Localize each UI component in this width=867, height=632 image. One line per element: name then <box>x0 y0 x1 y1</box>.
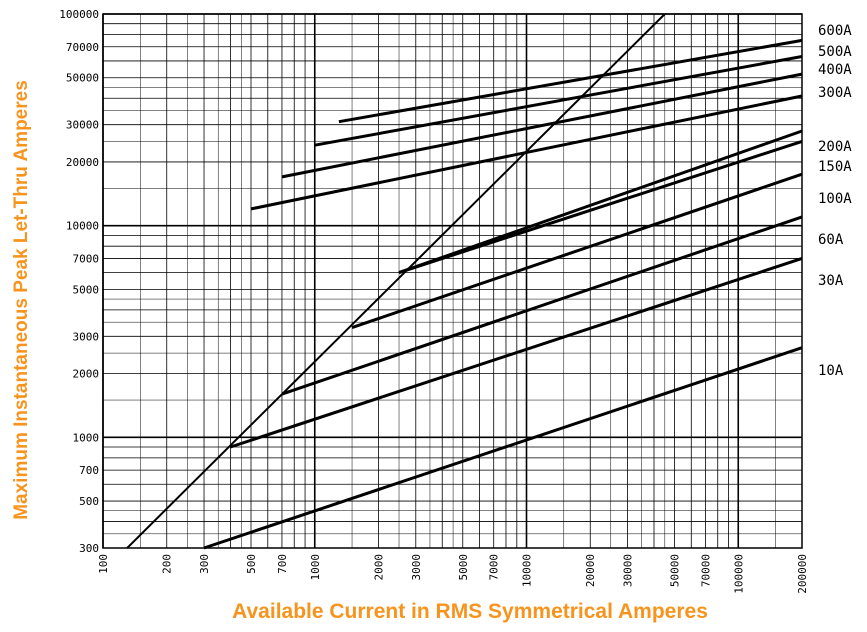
x-tick-label: 50000 <box>669 554 682 587</box>
y-tick-label: 5000 <box>73 283 100 296</box>
y-tick-label: 3000 <box>73 330 100 343</box>
series-line-60A <box>281 215 803 396</box>
y-tick-label: 7000 <box>73 252 100 265</box>
series-label-600A: 600A <box>818 23 852 39</box>
x-tick-labels: 100 200 300 500 700 1000 2000 3000 5000 7000 10000… <box>97 554 809 594</box>
series-line-400A <box>281 72 803 179</box>
y-tick-label: 10000 <box>66 220 99 233</box>
y-tick-label: 2000 <box>73 368 100 381</box>
y-tick-label: 1000 <box>73 431 100 444</box>
reference-line-segment <box>126 13 666 549</box>
y-tick-label: 300 <box>79 542 99 555</box>
series-label-200A: 200A <box>818 139 852 155</box>
reference-line <box>126 13 666 549</box>
x-tick-label: 700 <box>276 554 289 574</box>
series-line-300A <box>250 94 803 211</box>
series-label-150A: 150A <box>818 159 852 175</box>
x-tick-label: 100 <box>97 554 110 574</box>
x-tick-label: 1000 <box>309 554 322 581</box>
x-tick-label: 7000 <box>488 554 501 581</box>
y-tick-label: 30000 <box>66 119 99 132</box>
series-line-150A <box>398 139 803 275</box>
x-tick-label: 70000 <box>700 554 713 587</box>
series-line-200A <box>398 129 803 275</box>
y-tick-labels: 100000 70000 50000 30000 20000 10000 7000 5000 3… <box>59 8 99 555</box>
grid-lines <box>102 13 803 549</box>
x-tick-label: 2000 <box>373 554 386 581</box>
y-tick-label: 100000 <box>59 8 99 21</box>
series-label-500A: 500A <box>818 44 852 60</box>
x-tick-label: 20000 <box>584 554 597 587</box>
series-labels: 600A 500A 400A 300A 200A 150A 100A 60A 30A 10A <box>818 23 852 379</box>
x-tick-label: 30000 <box>622 554 635 587</box>
series-label-60A: 60A <box>818 232 844 248</box>
y-axis-label-container: Maximum Instantaneous Peak Let-Thru Ampe… <box>0 0 44 600</box>
y-tick-label: 70000 <box>66 41 99 54</box>
x-tick-label: 200 <box>161 554 174 574</box>
x-tick-label: 300 <box>198 554 211 574</box>
y-tick-label: 700 <box>79 464 99 477</box>
y-tick-label: 500 <box>79 495 99 508</box>
series-label-30A: 30A <box>818 273 844 289</box>
series-label-10A: 10A <box>818 363 844 379</box>
series-label-400A: 400A <box>818 62 852 78</box>
x-axis-label: Available Current in RMS Symmetrical Amp… <box>232 600 708 623</box>
series-line-10A <box>203 346 803 550</box>
x-tick-label: 5000 <box>457 554 470 581</box>
x-tick-label: 200000 <box>796 554 809 594</box>
series-line-500A <box>314 55 803 147</box>
y-axis-label: Maximum Instantaneous Peak Let-Thru Ampe… <box>11 80 32 520</box>
y-tick-label: 50000 <box>66 72 99 85</box>
series-line-30A <box>230 256 803 449</box>
x-tick-label: 3000 <box>410 554 423 581</box>
x-tick-label: 10000 <box>521 554 534 587</box>
y-tick-label: 20000 <box>66 156 99 169</box>
series-lines <box>203 38 803 550</box>
series-line-100A <box>351 172 803 330</box>
series-label-100A: 100A <box>818 191 852 207</box>
x-tick-label: 100000 <box>732 554 745 594</box>
series-line-600A <box>338 38 803 124</box>
series-label-300A: 300A <box>818 85 852 101</box>
x-tick-label: 500 <box>245 554 258 574</box>
